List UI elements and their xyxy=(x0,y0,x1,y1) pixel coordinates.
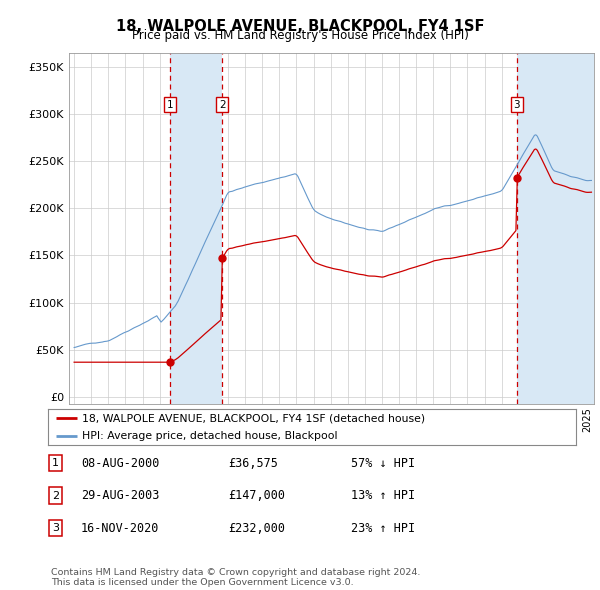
Text: 57% ↓ HPI: 57% ↓ HPI xyxy=(351,457,415,470)
Text: 29-AUG-2003: 29-AUG-2003 xyxy=(81,489,160,502)
Text: HPI: Average price, detached house, Blackpool: HPI: Average price, detached house, Blac… xyxy=(82,431,338,441)
Text: 13% ↑ HPI: 13% ↑ HPI xyxy=(351,489,415,502)
Text: 1: 1 xyxy=(52,458,59,468)
Text: 18, WALPOLE AVENUE, BLACKPOOL, FY4 1SF (detached house): 18, WALPOLE AVENUE, BLACKPOOL, FY4 1SF (… xyxy=(82,413,425,423)
Bar xyxy=(517,53,594,404)
Text: £147,000: £147,000 xyxy=(228,489,285,502)
Text: 2: 2 xyxy=(52,491,59,500)
Text: 08-AUG-2000: 08-AUG-2000 xyxy=(81,457,160,470)
Text: 2: 2 xyxy=(219,100,226,110)
Text: 3: 3 xyxy=(52,523,59,533)
Text: £36,575: £36,575 xyxy=(228,457,278,470)
Text: 3: 3 xyxy=(514,100,520,110)
Text: 16-NOV-2020: 16-NOV-2020 xyxy=(81,522,160,535)
Text: Price paid vs. HM Land Registry's House Price Index (HPI): Price paid vs. HM Land Registry's House … xyxy=(131,30,469,42)
Text: 1: 1 xyxy=(167,100,173,110)
Bar xyxy=(170,53,222,404)
Text: 18, WALPOLE AVENUE, BLACKPOOL, FY4 1SF: 18, WALPOLE AVENUE, BLACKPOOL, FY4 1SF xyxy=(116,19,484,34)
Text: Contains HM Land Registry data © Crown copyright and database right 2024.
This d: Contains HM Land Registry data © Crown c… xyxy=(51,568,421,587)
Text: £232,000: £232,000 xyxy=(228,522,285,535)
Text: 23% ↑ HPI: 23% ↑ HPI xyxy=(351,522,415,535)
